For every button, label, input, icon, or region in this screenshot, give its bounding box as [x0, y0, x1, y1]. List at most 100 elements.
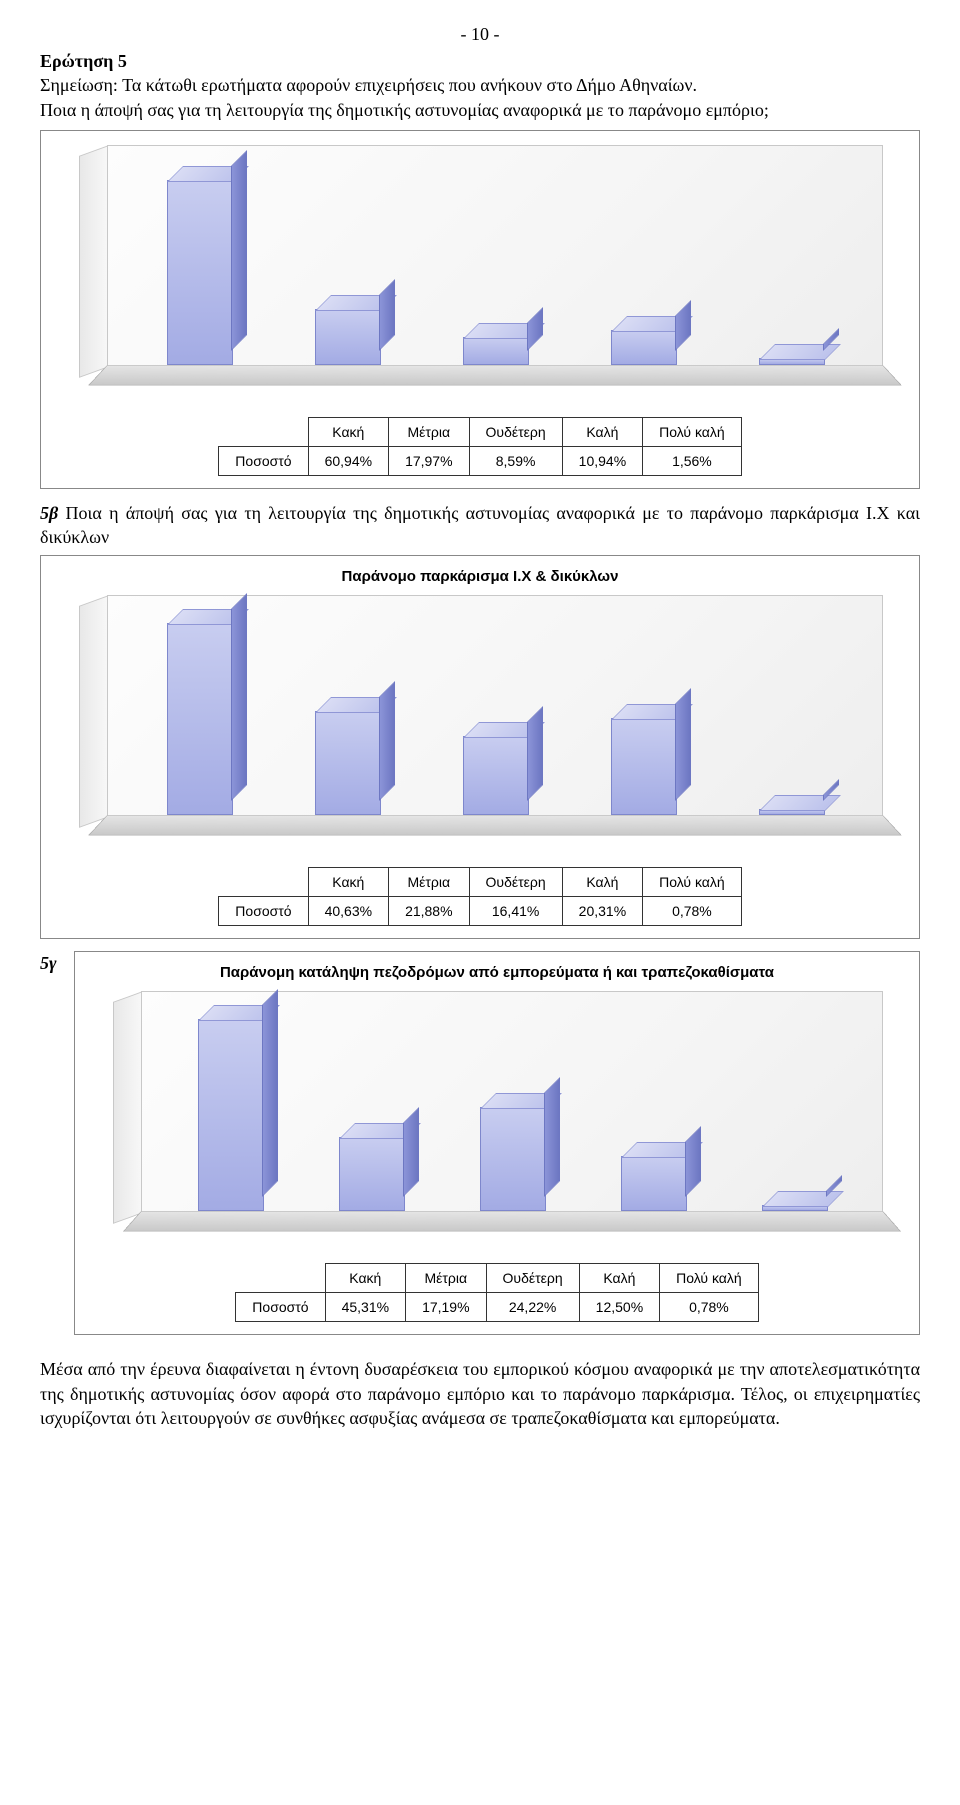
chart1-area [107, 145, 883, 405]
chart2-bars [107, 595, 883, 815]
bar-side [527, 706, 543, 801]
chart3-val-1: 17,19% [406, 1293, 486, 1322]
chart3-cat-4: Πολύ καλή [660, 1264, 759, 1293]
bar-side [527, 307, 543, 351]
chart3-area [141, 991, 883, 1251]
bar-side [544, 1077, 560, 1197]
bar [611, 330, 675, 365]
bar-front [167, 623, 233, 815]
chart1-cat-2: Ουδέτερη [469, 417, 562, 446]
bar-front [198, 1019, 264, 1211]
question5-heading: Ερώτηση 5 Σημείωση: Τα κάτωθι ερωτήματα … [40, 49, 920, 98]
bar-side [262, 989, 278, 1197]
q5g-row: 5γ Παράνομη κατάληψη πεζοδρόμων από εμπο… [40, 951, 920, 1347]
bar [315, 711, 379, 815]
bar-side [379, 279, 395, 351]
question5-text: Ποια η άποψή σας για τη λειτουργία της δ… [40, 98, 920, 122]
chart1-cat-1: Μέτρια [389, 417, 469, 446]
bar-front [315, 309, 381, 365]
chart2-title: Παράνομο παρκάρισμα Ι.Χ & δικύκλων [47, 568, 913, 585]
chart2-frame: Παράνομο παρκάρισμα Ι.Χ & δικύκλων Κακή … [40, 555, 920, 939]
chart3-table: Κακή Μέτρια Ουδέτερη Καλή Πολύ καλή Ποσο… [235, 1263, 758, 1322]
bar-front [621, 1156, 687, 1211]
bar-top [759, 795, 841, 811]
bar [463, 736, 527, 815]
chart3-cat-3: Καλή [579, 1264, 659, 1293]
chart2-table: Κακή Μέτρια Ουδέτερη Καλή Πολύ καλή Ποσο… [218, 867, 741, 926]
body-paragraph: Μέσα από την έρευνα διαφαίνεται η έντονη… [40, 1357, 920, 1430]
chart3-val-4: 0,78% [660, 1293, 759, 1322]
bar [167, 623, 231, 815]
bar-top [762, 1191, 844, 1207]
chart1-side-wall [79, 145, 109, 378]
chart2-row-label: Ποσοστό [219, 897, 308, 926]
chart2-val-4: 0,78% [643, 897, 742, 926]
question5-note: Σημείωση: Τα κάτωθι ερωτήματα αφορούν επ… [40, 75, 697, 95]
bar [463, 337, 527, 365]
chart3-cat-2: Ουδέτερη [486, 1264, 579, 1293]
chart1-val-4: 1,56% [643, 446, 742, 475]
bar-side [231, 593, 247, 801]
bar-front [611, 330, 677, 365]
bar-front [339, 1137, 405, 1211]
chart3-title: Παράνομη κατάληψη πεζοδρόμων από εμπορεύ… [81, 964, 913, 981]
bar-side [685, 1126, 701, 1197]
chart3-val-0: 45,31% [325, 1293, 405, 1322]
chart1-bars [107, 145, 883, 365]
bar-side [403, 1107, 419, 1197]
q5b-prefix: 5β [40, 503, 58, 523]
q5b-block: 5β Ποια η άποψή σας για τη λειτουργία τη… [40, 501, 920, 550]
chart1-val-3: 10,94% [562, 446, 642, 475]
chart1-val-0: 60,94% [308, 446, 388, 475]
chart1-row-label: Ποσοστό [219, 446, 308, 475]
bar-front [611, 718, 677, 815]
chart1-val-1: 17,97% [389, 446, 469, 475]
chart1-cat-0: Κακή [308, 417, 388, 446]
bar-side [675, 300, 691, 351]
bar-front [480, 1107, 546, 1211]
bar [762, 1205, 826, 1211]
chart3-bars [141, 991, 883, 1211]
chart3-floor [123, 1211, 901, 1231]
bar-side [231, 150, 247, 351]
q5b-text: Ποια η άποψή σας για τη λειτουργία της δ… [40, 503, 920, 547]
chart1-cat-3: Καλή [562, 417, 642, 446]
bar-front [463, 736, 529, 815]
chart2-val-1: 21,88% [389, 897, 469, 926]
chart3-frame: Παράνομη κατάληψη πεζοδρόμων από εμπορεύ… [74, 951, 920, 1335]
chart2-cat-1: Μέτρια [389, 868, 469, 897]
chart3-row-label: Ποσοστό [236, 1293, 325, 1322]
chart2-cat-3: Καλή [562, 868, 642, 897]
bar-side [675, 688, 691, 801]
chart2-val-2: 16,41% [469, 897, 562, 926]
bar-front [463, 337, 529, 365]
chart2-corner [219, 868, 308, 897]
chart1-frame: Κακή Μέτρια Ουδέτερη Καλή Πολύ καλή Ποσο… [40, 130, 920, 489]
page-number: - 10 - [40, 24, 920, 45]
chart2-area [107, 595, 883, 855]
chart3-val-2: 24,22% [486, 1293, 579, 1322]
bar [759, 809, 823, 815]
chart3-corner [236, 1264, 325, 1293]
chart1-table: Κακή Μέτρια Ουδέτερη Καλή Πολύ καλή Ποσο… [218, 417, 741, 476]
bar [167, 180, 231, 365]
chart2-cat-0: Κακή [308, 868, 388, 897]
chart2-floor [88, 815, 902, 835]
chart2-cat-2: Ουδέτερη [469, 868, 562, 897]
bar-top [759, 344, 841, 360]
chart2-val-3: 20,31% [562, 897, 642, 926]
bar [315, 309, 379, 365]
q5g-label: 5γ [40, 951, 64, 974]
chart2-cat-4: Πολύ καλή [643, 868, 742, 897]
bar [621, 1156, 685, 1211]
bar-side [379, 681, 395, 801]
bar [198, 1019, 262, 1211]
chart1-floor [88, 365, 902, 385]
bar-front [315, 711, 381, 815]
chart2-val-0: 40,63% [308, 897, 388, 926]
chart1-corner [219, 417, 308, 446]
bar [759, 358, 823, 365]
bar [611, 718, 675, 815]
chart1-val-2: 8,59% [469, 446, 562, 475]
bar [480, 1107, 544, 1211]
